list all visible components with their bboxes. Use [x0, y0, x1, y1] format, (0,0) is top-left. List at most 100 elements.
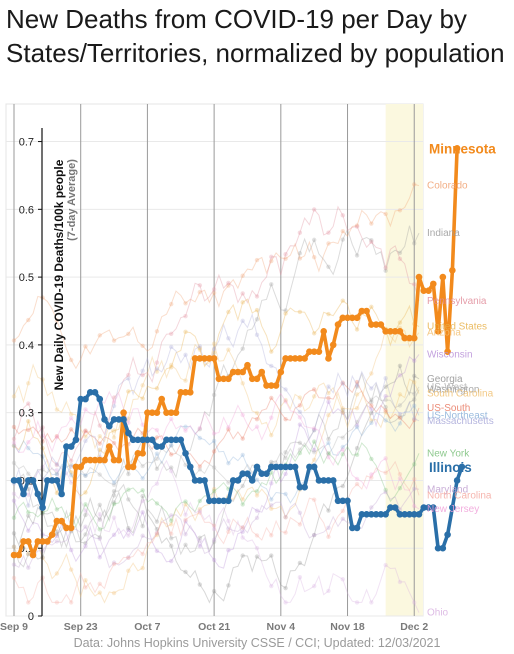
data-point: [225, 497, 232, 505]
background-series-point: [397, 476, 403, 481]
data-point: [125, 463, 132, 471]
data-point: [296, 483, 304, 491]
data-point: [401, 334, 409, 342]
background-series-point: [311, 254, 317, 260]
background-series-point: [383, 268, 388, 273]
background-series-point: [354, 253, 360, 258]
data-point: [201, 477, 208, 484]
background-series-point: [183, 329, 188, 334]
background-series-point: [412, 600, 417, 605]
data-point: [167, 436, 175, 444]
data-point: [20, 538, 27, 545]
data-point: [315, 348, 323, 355]
background-series-point: [54, 539, 60, 544]
background-series-point: [412, 373, 417, 379]
data-point: [229, 368, 237, 376]
background-series-point: [311, 532, 317, 538]
background-series-point: [254, 257, 260, 263]
background-series-point: [412, 282, 417, 287]
background-series-point: [340, 381, 345, 386]
background-series-point: [226, 529, 231, 534]
background-series-point: [183, 542, 188, 548]
series-label: North Carolina: [427, 490, 492, 501]
background-series-point: [397, 411, 403, 417]
data-point: [110, 456, 118, 464]
background-series-point: [269, 415, 274, 420]
data-point: [215, 497, 223, 505]
background-series-point: [169, 331, 174, 336]
data-point: [425, 287, 432, 294]
background-series-point: [311, 447, 317, 453]
data-point: [320, 477, 328, 484]
background-series-point: [126, 376, 131, 381]
background-series-point: [340, 407, 345, 413]
background-series-point: [83, 543, 88, 549]
background-series-point: [283, 585, 288, 591]
background-series-point: [11, 424, 17, 430]
background-series-point: [397, 403, 403, 408]
data-point: [148, 409, 156, 416]
background-series-point: [240, 346, 245, 351]
background-series-point: [183, 499, 188, 504]
data-point: [296, 355, 304, 362]
background-series-point: [140, 524, 145, 529]
series-label: Arizona: [427, 328, 461, 339]
background-series-point: [397, 415, 403, 421]
background-series-point: [326, 508, 331, 513]
background-series-point: [269, 432, 274, 438]
background-series-point: [211, 537, 217, 542]
data-point: [306, 348, 313, 355]
background-series-point: [169, 536, 174, 541]
background-series-point: [254, 508, 260, 513]
background-series-point: [340, 410, 345, 416]
background-series-point: [183, 352, 188, 358]
background-series-point: [254, 493, 260, 498]
background-series-point: [154, 456, 160, 462]
background-series-point: [54, 318, 60, 323]
data-point: [191, 477, 199, 484]
background-series-point: [97, 441, 102, 446]
background-series-point: [183, 517, 188, 522]
background-series-point: [11, 436, 17, 442]
background-series-point: [311, 387, 317, 392]
x-tick-label: Sep 9: [0, 621, 28, 633]
background-series-point: [11, 440, 17, 445]
data-point: [272, 463, 280, 471]
data-point: [86, 389, 94, 396]
data-point: [344, 497, 351, 505]
background-series-point: [283, 387, 288, 392]
background-series-point: [140, 551, 145, 557]
background-series-point: [311, 428, 317, 433]
background-series-point: [183, 462, 188, 468]
background-series-point: [240, 497, 245, 502]
data-point: [444, 531, 451, 538]
series-label: New York: [427, 448, 470, 459]
background-series-point: [126, 416, 131, 421]
background-series-point: [97, 555, 102, 560]
background-series-point: [83, 532, 88, 537]
series-labels: Colorado Indiana Pennsylvania United States…: [427, 141, 496, 618]
background-series-point: [97, 536, 102, 541]
background-series-point: [154, 329, 160, 334]
background-series-point: [54, 433, 60, 439]
background-series-point: [154, 369, 160, 374]
data-point: [206, 497, 213, 505]
background-series-point: [412, 462, 417, 467]
data-point: [234, 368, 242, 376]
background-series-point: [83, 344, 88, 349]
background-series-point: [54, 462, 60, 468]
background-series-point: [311, 497, 317, 502]
background-series-point: [383, 487, 388, 493]
data-point: [172, 436, 180, 444]
background-series-point: [340, 447, 345, 452]
background-series-point: [354, 379, 360, 385]
background-series-point: [197, 582, 203, 587]
background-series-point: [169, 531, 174, 537]
data-point: [29, 477, 37, 484]
background-series-point: [254, 317, 260, 322]
data-point: [53, 477, 61, 484]
background-series-point: [126, 555, 131, 560]
background-series-point: [369, 403, 374, 408]
data-point: [391, 328, 399, 335]
background-series-point: [226, 347, 231, 352]
